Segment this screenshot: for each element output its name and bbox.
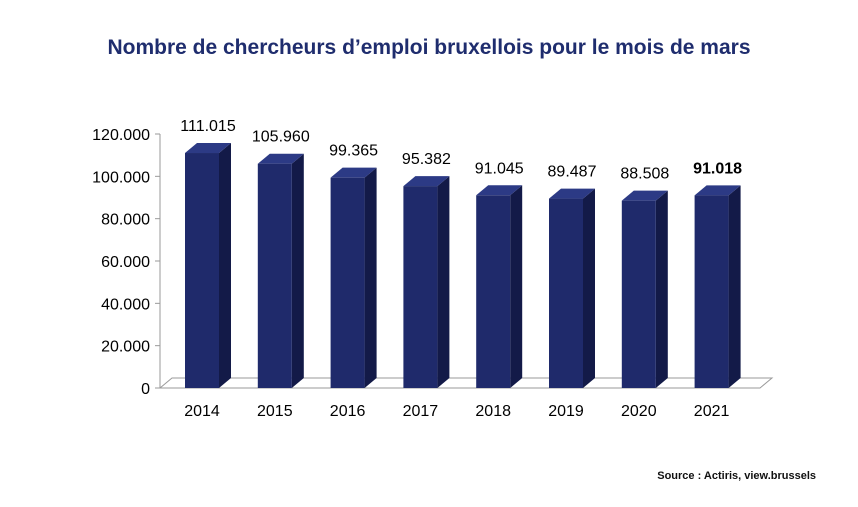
bar-front — [257, 163, 292, 388]
data-label: 91.045 — [475, 160, 524, 177]
floor-plane — [158, 377, 774, 389]
bar-top — [330, 167, 377, 178]
x-tick-label: 2016 — [330, 403, 366, 420]
bar — [257, 153, 304, 388]
bar-side — [219, 143, 231, 388]
chart-title: Nombre de chercheurs d’emploi bruxellois… — [107, 36, 751, 59]
y-tick-label: 120.000 — [92, 127, 150, 144]
y-axis: 0 20.000 40.000 60.000 80.000 100.000 120.000 — [92, 127, 161, 398]
bar-front — [185, 153, 219, 388]
data-label: 99.365 — [329, 143, 378, 160]
bar-front — [621, 200, 656, 388]
x-tick-label: 2014 — [184, 403, 220, 420]
bar-top — [476, 185, 523, 196]
bar — [476, 185, 523, 388]
data-labels: 111.015 105.960 99.365 95.382 91.045 89.487 88… — [180, 118, 742, 183]
bar-top — [621, 190, 668, 201]
x-tick-label: 2017 — [403, 403, 439, 420]
data-label: 95.382 — [402, 151, 451, 168]
data-label: 111.015 — [180, 118, 236, 135]
data-label: 105.960 — [252, 129, 310, 146]
bar-top — [403, 176, 450, 187]
bar-top — [694, 185, 741, 196]
bar-side — [655, 190, 668, 388]
x-tick-label: 2015 — [257, 403, 293, 420]
bars — [185, 143, 741, 388]
bar-side — [728, 185, 741, 388]
x-tick-label: 2019 — [548, 403, 584, 420]
bar — [185, 143, 231, 388]
bar-top — [549, 188, 595, 199]
bar-top — [257, 153, 304, 164]
bar-side — [583, 188, 595, 388]
y-tick-label: 0 — [141, 381, 150, 398]
y-tick-label: 40.000 — [101, 296, 150, 313]
y-tick-label: 100.000 — [92, 169, 150, 186]
bar-front — [330, 177, 365, 388]
bar-side — [510, 185, 523, 388]
bar — [621, 190, 668, 388]
bar-front — [476, 195, 511, 388]
data-label: 91.018 — [693, 160, 742, 177]
y-tick-label: 80.000 — [101, 212, 150, 229]
data-label: 88.508 — [620, 166, 669, 183]
x-tick-label: 2021 — [694, 403, 730, 420]
bar-side — [437, 176, 450, 388]
x-tick-label: 2018 — [475, 403, 511, 420]
bar — [330, 167, 377, 388]
data-label: 89.487 — [548, 164, 597, 181]
x-tick-label: 2020 — [621, 403, 657, 420]
bar-front — [694, 195, 729, 388]
x-axis: 2014 2015 2016 2017 2018 2019 2020 2021 — [184, 403, 729, 420]
y-tick-label: 20.000 — [101, 339, 150, 356]
chart-floor — [158, 377, 774, 389]
bar-front — [403, 186, 438, 388]
bar — [549, 188, 595, 388]
bar — [694, 185, 741, 388]
bar — [403, 176, 450, 388]
bar-top — [185, 143, 231, 154]
bar-front — [549, 198, 583, 388]
source-note: Source : Actiris, view.brussels — [657, 470, 816, 482]
bar-side — [364, 167, 377, 388]
bar-side — [291, 153, 304, 388]
y-tick-label: 60.000 — [101, 254, 150, 271]
